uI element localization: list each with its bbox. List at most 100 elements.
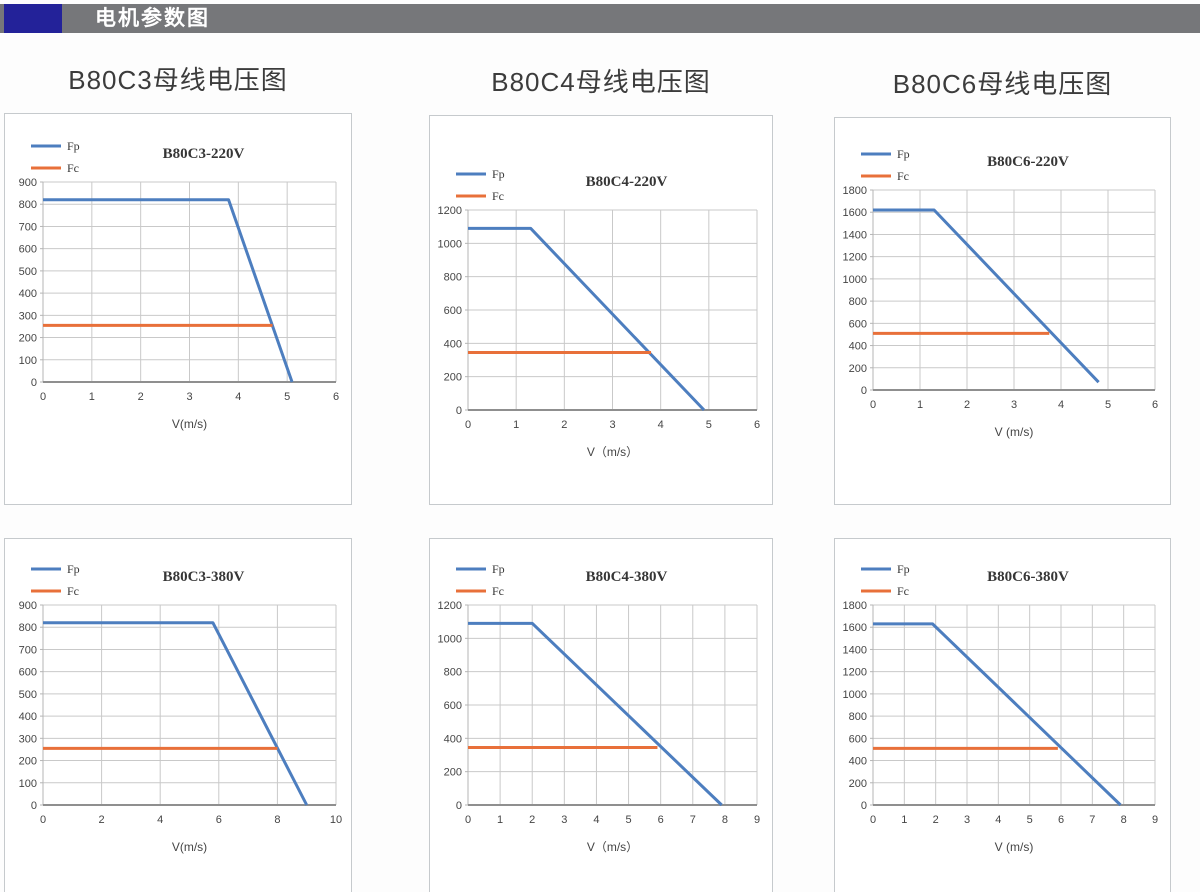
y-tick-label: 600: [849, 733, 867, 745]
y-tick-label: 1600: [843, 622, 867, 634]
axes: [42, 605, 336, 806]
legend-label-fc: Fc: [492, 584, 504, 598]
x-tick-label: 7: [1089, 814, 1095, 826]
y-tick-label: 200: [444, 767, 462, 779]
y-tick-label: 0: [456, 405, 462, 417]
y-tick-label: 700: [19, 221, 37, 233]
legend-label-fp: Fp: [897, 562, 910, 576]
y-tick-label: 1000: [438, 238, 462, 250]
x-tick-label: 1: [497, 814, 503, 826]
y-tick-label: 1200: [438, 205, 462, 217]
y-tick-label: 0: [31, 800, 37, 812]
legend-label-fp: Fp: [492, 167, 505, 181]
page-title: 电机参数图: [95, 7, 210, 30]
x-tick-label: 4: [593, 814, 599, 826]
legend-label-fp: Fp: [67, 562, 80, 576]
y-tick-label: 800: [849, 296, 867, 308]
x-tick-label: 5: [1105, 399, 1111, 411]
y-tick-label: 200: [849, 363, 867, 375]
y-tick-label: 200: [849, 778, 867, 790]
y-tick-label: 700: [19, 644, 37, 656]
axes: [42, 182, 336, 383]
y-tick-label: 800: [444, 272, 462, 284]
chart-card-b80c4-220v: 0 200 400 600 800 1000 1200 0 1 2 3 4 5 6 V（m/s） B80C4-…: [429, 115, 773, 505]
y-tick-label: 300: [19, 733, 37, 745]
x-tick-label: 4: [157, 814, 163, 826]
x-tick-label: 9: [754, 814, 760, 826]
chart-heading-b80c4: B80C4母线电压图: [491, 67, 711, 97]
y-tick-label: 800: [849, 711, 867, 723]
y-tick-label: 600: [444, 305, 462, 317]
x-tick-label: 6: [754, 419, 760, 431]
x-tick-label: 9: [1152, 814, 1158, 826]
gridlines: [873, 189, 1156, 390]
y-tick-label: 300: [19, 310, 37, 322]
x-tick-label: 2: [138, 391, 144, 403]
y-tick-label: 100: [19, 355, 37, 367]
x-tick-label: 3: [561, 814, 567, 826]
chart-B80C6-220V: 0 200 400 600 800 1000 1200 1400 1600 1800 0 1 2 3 4 5 6…: [843, 147, 1159, 439]
x-axis-label: V（m/s）: [587, 445, 638, 459]
y-tick-label: 600: [19, 667, 37, 679]
chart-B80C3-380V: 0 100 200 300 400 500 600 700 800 900 0 2 4 6 8 10 V(m/s…: [19, 562, 342, 854]
x-tick-label: 6: [333, 391, 339, 403]
y-tick-label: 0: [31, 377, 37, 389]
y-tick-label: 400: [849, 756, 867, 768]
y-tick-label: 500: [19, 266, 37, 278]
x-tick-label: 1: [901, 814, 907, 826]
axes: [872, 190, 1155, 391]
legend-label-fc: Fc: [67, 584, 79, 598]
chart-heading-b80c6: B80C6母线电压图: [892, 69, 1113, 99]
y-tick-label: 800: [444, 667, 462, 679]
header-accent-block: [4, 4, 62, 33]
y-tick-label: 600: [19, 244, 37, 256]
y-tick-label: 1200: [843, 667, 867, 679]
chart-title: B80C3-220V: [163, 146, 245, 162]
x-tick-label: 3: [1011, 399, 1017, 411]
y-tick-label: 200: [19, 333, 37, 345]
y-tick-label: 200: [19, 756, 37, 768]
x-tick-label: 4: [995, 814, 1001, 826]
gridlines: [468, 209, 758, 410]
y-tick-label: 800: [19, 199, 37, 211]
section-header-bar: 电机参数图: [0, 4, 1200, 33]
chart-title: B80C3-380V: [163, 569, 245, 585]
y-tick-label: 400: [849, 341, 867, 353]
x-tick-label: 4: [658, 419, 664, 431]
y-tick-label: 600: [849, 318, 867, 330]
x-tick-label: 1: [513, 419, 519, 431]
legend-label-fp: Fp: [897, 147, 910, 161]
chart-B80C4-220V: 0 200 400 600 800 1000 1200 0 1 2 3 4 5 6 V（m/s） B80C4-…: [438, 167, 761, 459]
x-tick-label: 2: [529, 814, 535, 826]
y-tick-label: 400: [19, 288, 37, 300]
y-tick-label: 1400: [843, 644, 867, 656]
y-tick-label: 0: [456, 800, 462, 812]
chart-title: B80C6-220V: [987, 154, 1069, 170]
y-tick-label: 400: [444, 338, 462, 350]
x-axis-label: V(m/s): [172, 840, 207, 854]
chart-card-b80c3-380v: 0 100 200 300 400 500 600 700 800 900 0 2 4 6 8 10 V(m/s…: [4, 538, 352, 892]
x-axis-label: V (m/s): [995, 425, 1034, 439]
series-line-fp: [468, 226, 706, 412]
x-tick-label: 5: [625, 814, 631, 826]
y-tick-label: 1600: [843, 207, 867, 219]
y-tick-label: 400: [19, 711, 37, 723]
x-tick-label: 0: [465, 419, 471, 431]
series-line-fp: [468, 621, 723, 807]
x-tick-label: 6: [1058, 814, 1064, 826]
legend-label-fc: Fc: [897, 584, 909, 598]
x-tick-label: 0: [465, 814, 471, 826]
series-line-fp: [873, 208, 1100, 384]
x-tick-label: 1: [917, 399, 923, 411]
x-tick-label: 8: [722, 814, 728, 826]
y-tick-label: 1000: [843, 689, 867, 701]
chart-title: B80C6-380V: [987, 569, 1069, 585]
x-tick-label: 2: [933, 814, 939, 826]
y-tick-label: 0: [861, 385, 867, 397]
gridlines: [873, 604, 1156, 805]
legend-label-fc: Fc: [492, 189, 504, 203]
legend-label-fp: Fp: [492, 562, 505, 576]
chart-card-b80c4-380v: 0 200 400 600 800 1000 1200 0 1 2 3 4 5 6 7 8 9 V（m/s） B80…: [429, 538, 773, 892]
chart-card-b80c6-220v: 0 200 400 600 800 1000 1200 1400 1600 1800 0 1 2 3 4 5 6…: [834, 117, 1171, 505]
